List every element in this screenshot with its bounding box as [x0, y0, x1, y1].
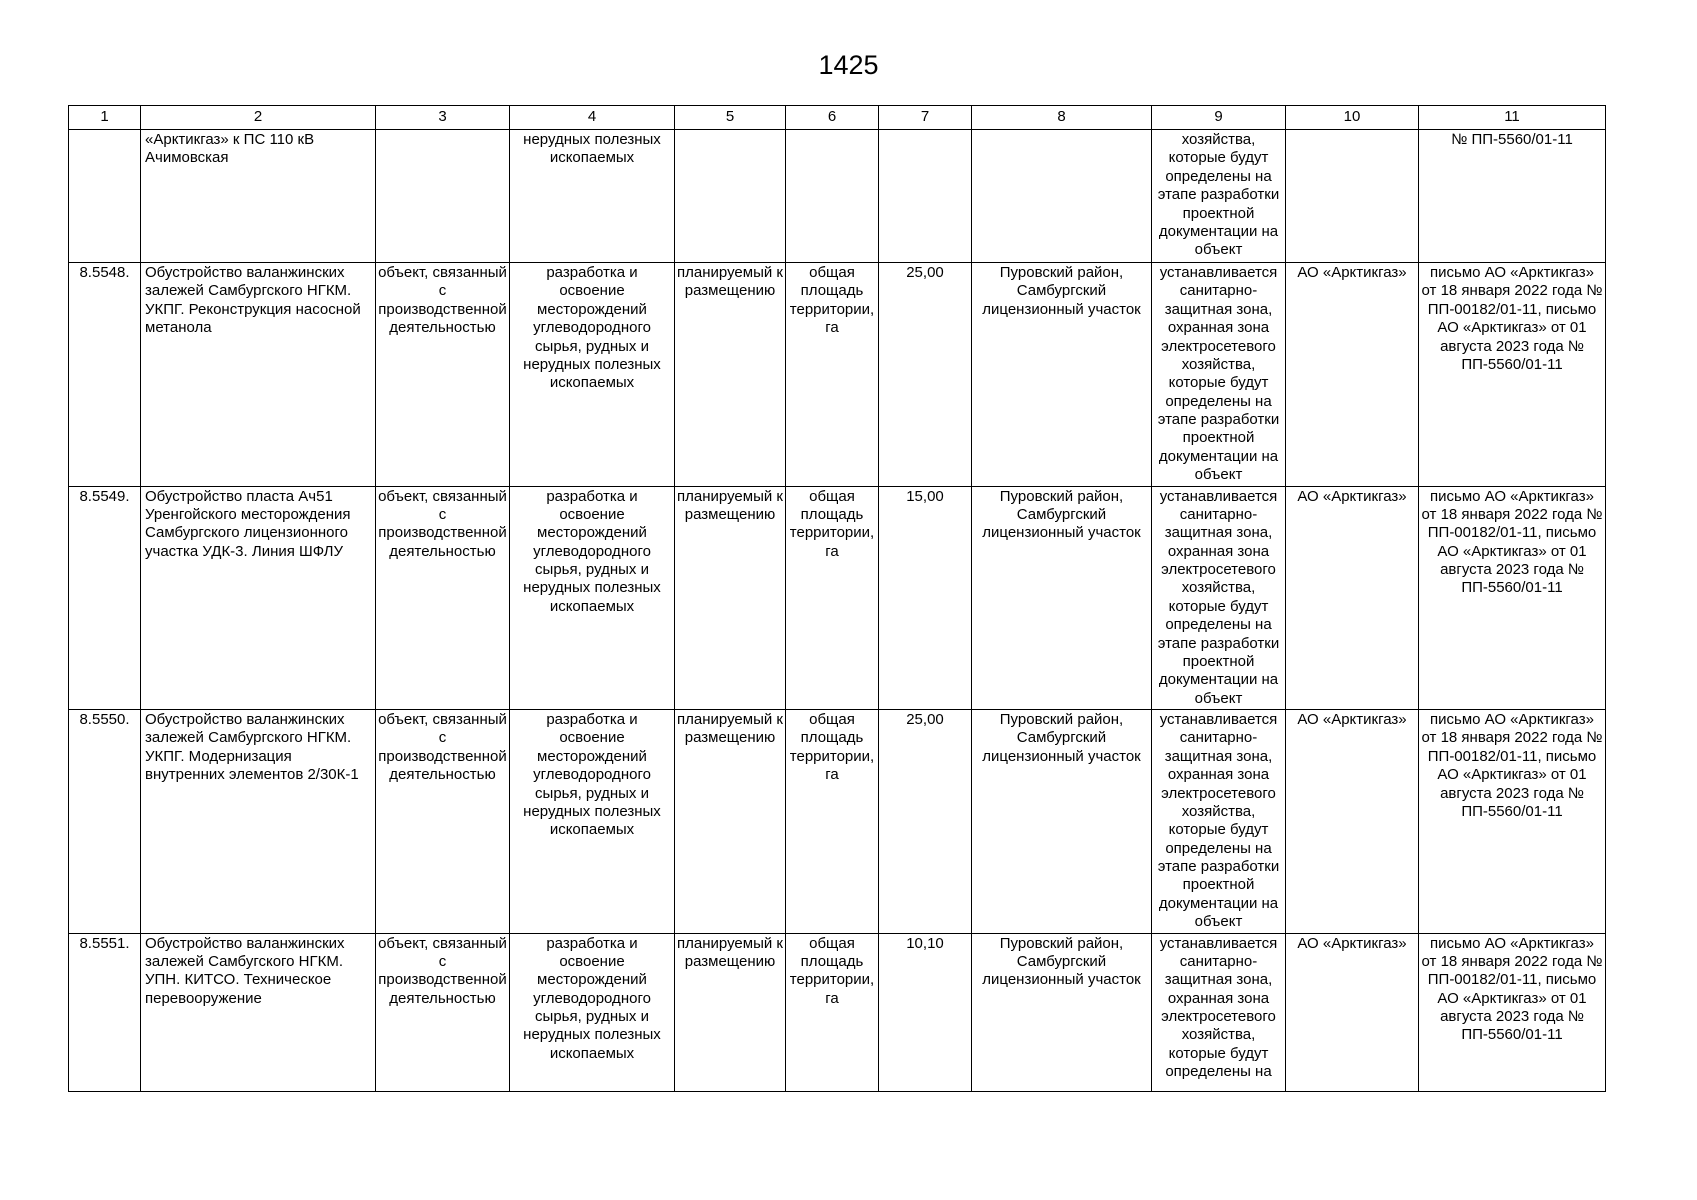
- table-row: 8.5551. Обустройство валанжинских залеже…: [68, 932, 1606, 1092]
- cell-location: [971, 129, 1152, 263]
- cell-parameter: [785, 129, 879, 263]
- cell-object-name: «Арктикгаз» к ПС 110 кВ Ачимовская: [140, 129, 376, 263]
- column-header-6: 6: [785, 105, 879, 130]
- cell-organization: АО «Арктикгаз»: [1285, 485, 1419, 710]
- cell-organization: АО «Арктикгаз»: [1285, 262, 1419, 487]
- column-header-7: 7: [878, 105, 972, 130]
- cell-object-type: объект, связанный с производственной дея…: [375, 932, 510, 1092]
- cell-parameter: общая площадь территории, га: [785, 262, 879, 487]
- table-row: «Арктикгаз» к ПС 110 кВ Ачимовская неруд…: [68, 129, 1606, 263]
- land-objects-table: 1 2 3 4 5 6 7 8 9 10 11 «Арктикгаз» к ПС…: [68, 105, 1606, 1092]
- column-header-11: 11: [1418, 105, 1606, 130]
- cell-object-type: объект, связанный с производственной дея…: [375, 262, 510, 487]
- cell-object-type: [375, 129, 510, 263]
- cell-object-name: Обустройство пласта Ач51 Уренгойского ме…: [140, 485, 376, 710]
- cell-location: Пуровский район, Самбургский лицензионны…: [971, 262, 1152, 487]
- column-header-3: 3: [375, 105, 510, 130]
- cell-area-value: 25,00: [878, 262, 972, 487]
- cell-status: планируемый к размещению: [674, 485, 786, 710]
- column-header-2: 2: [140, 105, 376, 130]
- cell-location: Пуровский район, Самбургский лицензионны…: [971, 932, 1152, 1092]
- table-row: 8.5549. Обустройство пласта Ач51 Уренгой…: [68, 485, 1606, 710]
- cell-index: 8.5551.: [68, 932, 141, 1092]
- cell-status: [674, 129, 786, 263]
- cell-document-ref: № ПП-5560/01-11: [1418, 129, 1606, 263]
- column-header-1: 1: [68, 105, 141, 130]
- cell-area-value: 15,00: [878, 485, 972, 710]
- page-number: 1425: [818, 50, 879, 80]
- cell-document-ref: письмо АО «Арктикгаз» от 18 января 2022 …: [1418, 485, 1606, 710]
- cell-area-value: 25,00: [878, 709, 972, 934]
- cell-document-ref: письмо АО «Арктикгаз» от 18 января 2022 …: [1418, 932, 1606, 1092]
- cell-document-ref: письмо АО «Арктикгаз» от 18 января 2022 …: [1418, 262, 1606, 487]
- cell-organization: АО «Арктикгаз»: [1285, 709, 1419, 934]
- cell-status: планируемый к размещению: [674, 262, 786, 487]
- cell-parameter: общая площадь территории, га: [785, 709, 879, 934]
- cell-index: 8.5550.: [68, 709, 141, 934]
- cell-zone-info: устанавливается санитарно-защитная зона,…: [1151, 262, 1286, 487]
- cell-activity-kind: нерудных полезных ископаемых: [509, 129, 675, 263]
- cell-parameter: общая площадь территории, га: [785, 485, 879, 710]
- table-header-row: 1 2 3 4 5 6 7 8 9 10 11: [68, 105, 1606, 130]
- cell-status: планируемый к размещению: [674, 932, 786, 1092]
- cell-organization: АО «Арктикгаз»: [1285, 932, 1419, 1092]
- cell-object-type: объект, связанный с производственной дея…: [375, 485, 510, 710]
- column-header-10: 10: [1285, 105, 1419, 130]
- column-header-4: 4: [509, 105, 675, 130]
- cell-location: Пуровский район, Самбургский лицензионны…: [971, 709, 1152, 934]
- cell-index: 8.5549.: [68, 485, 141, 710]
- cell-index: [68, 129, 141, 263]
- column-header-9: 9: [1151, 105, 1286, 130]
- cell-activity-kind: разработка и освоение месторождений угле…: [509, 932, 675, 1092]
- cell-location: Пуровский район, Самбургский лицензионны…: [971, 485, 1152, 710]
- cell-object-name: Обустройство валанжинских залежей Самбуг…: [140, 932, 376, 1092]
- table-row: 8.5550. Обустройство валанжинских залеже…: [68, 709, 1606, 934]
- cell-activity-kind: разработка и освоение месторождений угле…: [509, 485, 675, 710]
- column-header-8: 8: [971, 105, 1152, 130]
- cell-object-type: объект, связанный с производственной дея…: [375, 709, 510, 934]
- column-header-5: 5: [674, 105, 786, 130]
- cell-object-name: Обустройство валанжинских залежей Самбур…: [140, 709, 376, 934]
- cell-activity-kind: разработка и освоение месторождений угле…: [509, 262, 675, 487]
- cell-status: планируемый к размещению: [674, 709, 786, 934]
- cell-organization: [1285, 129, 1419, 263]
- cell-index: 8.5548.: [68, 262, 141, 487]
- cell-area-value: [878, 129, 972, 263]
- cell-zone-info: устанавливается санитарно-защитная зона,…: [1151, 485, 1286, 710]
- cell-zone-info: устанавливается санитарно-защитная зона,…: [1151, 932, 1286, 1092]
- cell-document-ref: письмо АО «Арктикгаз» от 18 января 2022 …: [1418, 709, 1606, 934]
- cell-activity-kind: разработка и освоение месторождений угле…: [509, 709, 675, 934]
- cell-zone-info: хозяйства, которые будут определены на э…: [1151, 129, 1286, 263]
- cell-object-name: Обустройство валанжинских залежей Самбур…: [140, 262, 376, 487]
- table-row: 8.5548. Обустройство валанжинских залеже…: [68, 262, 1606, 487]
- cell-parameter: общая площадь территории, га: [785, 932, 879, 1092]
- cell-zone-info: устанавливается санитарно-защитная зона,…: [1151, 709, 1286, 934]
- cell-area-value: 10,10: [878, 932, 972, 1092]
